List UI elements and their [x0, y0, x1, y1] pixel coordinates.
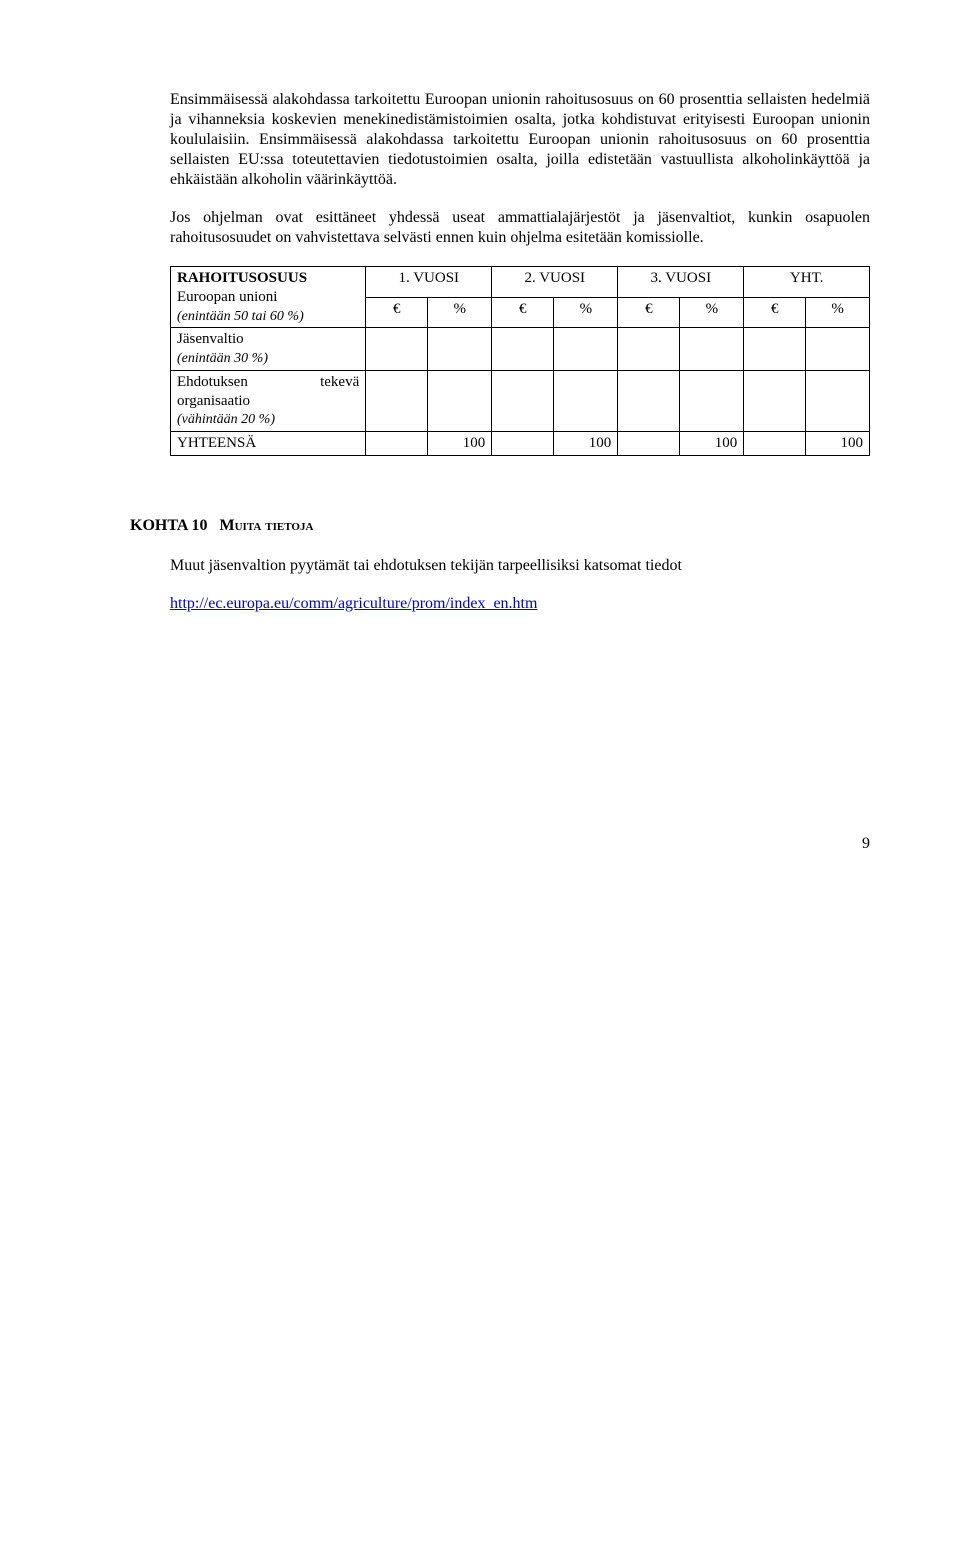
sub-eur-4: €: [744, 297, 806, 328]
row-eu-sub: (enintään 50 tai 60 %): [177, 309, 304, 324]
col-header-3: 3. VUOSI: [618, 267, 744, 298]
muita-label: Muita tietoja: [220, 517, 314, 534]
sub-pct-2: %: [554, 297, 618, 328]
col-header-2: 2. VUOSI: [492, 267, 618, 298]
row-eu-main: Euroopan unioni: [177, 289, 277, 305]
row-org-line1b: tekevä: [320, 373, 359, 392]
row-member-main: Jäsenvaltio: [177, 331, 244, 347]
financing-table: RAHOITUSOSUUS Euroopan unioni (enintään …: [170, 266, 870, 456]
page-number: 9: [130, 834, 870, 854]
sub-pct-3: %: [680, 297, 744, 328]
kohta-label: KOHTA 10: [130, 517, 208, 534]
col-header-0: RAHOITUSOSUUS: [177, 270, 307, 286]
total-v1: 100: [428, 432, 492, 456]
link-url[interactable]: http://ec.europa.eu/comm/agriculture/pro…: [170, 595, 537, 612]
col-header-4: YHT.: [744, 267, 870, 298]
row-total-label: YHTEENSÄ: [171, 432, 366, 456]
row-org-sub: (vähintään 20 %): [177, 412, 275, 427]
total-v4: 100: [806, 432, 870, 456]
section-desc: Muut jäsenvaltion pyytämät tai ehdotukse…: [170, 556, 870, 576]
sub-pct-1: %: [428, 297, 492, 328]
row-org-line1a: Ehdotuksen: [177, 373, 248, 392]
section-heading: KOHTA 10 Muita tietoja: [130, 516, 870, 536]
row-member-sub: (enintään 30 %): [177, 351, 268, 366]
total-v2: 100: [554, 432, 618, 456]
sub-eur-2: €: [492, 297, 554, 328]
paragraph-1: Ensimmäisessä alakohdassa tarkoitettu Eu…: [170, 90, 870, 190]
sub-pct-4: %: [806, 297, 870, 328]
sub-eur-3: €: [618, 297, 680, 328]
sub-eur-1: €: [366, 297, 428, 328]
col-header-1: 1. VUOSI: [366, 267, 492, 298]
paragraph-2: Jos ohjelman ovat esittäneet yhdessä use…: [170, 208, 870, 248]
total-v3: 100: [680, 432, 744, 456]
row-org-line2: organisaatio: [177, 393, 250, 409]
